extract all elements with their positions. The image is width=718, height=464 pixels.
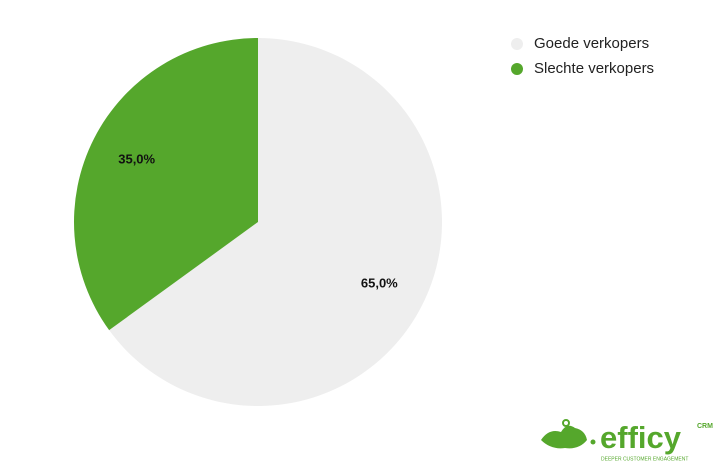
legend-label: Slechte verkopers — [534, 60, 654, 77]
pie-slice — [73, 38, 258, 331]
legend-marker — [511, 38, 523, 50]
logo-icon-dot — [562, 419, 570, 427]
logo-suffix: CRM — [697, 423, 713, 430]
logo-tagline: DEEPER CUSTOMER ENGAGEMENT — [601, 456, 688, 462]
legend-label: Goede verkopers — [534, 35, 649, 52]
logo-name: efficy — [600, 420, 682, 455]
data-label: 65,0% — [361, 275, 398, 290]
logo-dot — [590, 439, 596, 445]
legend-marker — [511, 63, 523, 75]
data-label: 35,0% — [118, 152, 155, 167]
pie-slice — [109, 38, 442, 406]
logo: efficy CRM DEEPER CUSTOMER ENGAGEMENT — [541, 419, 713, 462]
logo-icon — [541, 425, 587, 449]
